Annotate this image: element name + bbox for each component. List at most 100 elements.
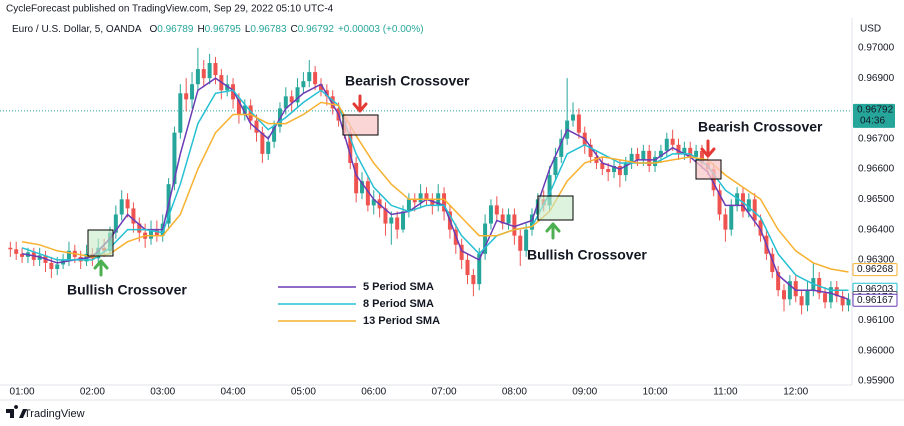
candle-body bbox=[717, 190, 722, 215]
x-tick-label: 11:00 bbox=[713, 387, 738, 398]
candle-body bbox=[553, 156, 558, 176]
y-tick-label: 0.96500 bbox=[858, 194, 895, 205]
candle-body bbox=[752, 199, 757, 221]
candle-body bbox=[8, 247, 13, 250]
candle-body bbox=[512, 214, 517, 236]
candle-body bbox=[576, 114, 581, 133]
candle-body bbox=[711, 169, 716, 191]
countdown: 04:36 bbox=[860, 116, 885, 127]
candle-body bbox=[770, 253, 775, 273]
candle-body bbox=[483, 223, 488, 254]
ohlc-value: 0.96792 bbox=[298, 24, 335, 35]
candle-body bbox=[799, 296, 804, 306]
candle-body bbox=[682, 147, 687, 154]
candle-body bbox=[442, 193, 447, 212]
candle-body bbox=[201, 69, 206, 79]
x-tick-label: 07:00 bbox=[432, 387, 457, 398]
candle-body bbox=[406, 199, 411, 212]
symbol-line: Euro / U.S. Dollar, 5, OANDA O0.96789 H0.9… bbox=[12, 24, 424, 35]
crossover-box bbox=[87, 229, 114, 257]
candle-body bbox=[488, 205, 493, 224]
arrow-up bbox=[545, 222, 561, 240]
candle-body bbox=[735, 193, 740, 206]
candle-body bbox=[172, 132, 177, 185]
price-label-box bbox=[852, 263, 898, 277]
x-tick-label: 02:00 bbox=[80, 387, 105, 398]
candle-body bbox=[617, 166, 622, 176]
candle-body bbox=[828, 287, 833, 303]
candle-body bbox=[395, 217, 400, 230]
candle-body bbox=[571, 114, 576, 121]
candle-body bbox=[805, 290, 810, 306]
x-tick-label: 06:00 bbox=[361, 387, 386, 398]
candle-body bbox=[793, 281, 798, 297]
annotation: Bullish Crossover bbox=[67, 282, 187, 298]
candle-body bbox=[236, 99, 241, 115]
candle-body bbox=[207, 63, 212, 79]
candle-body bbox=[184, 93, 189, 100]
candle-body bbox=[195, 69, 200, 85]
candle-body bbox=[635, 153, 640, 160]
candle-body bbox=[459, 244, 464, 260]
candle-body bbox=[782, 290, 787, 300]
price-label: 0.96203 bbox=[857, 284, 894, 295]
ohlc-value: 0.96783 bbox=[250, 24, 287, 35]
candle-body bbox=[688, 147, 693, 157]
candle-body bbox=[676, 144, 681, 154]
candle-body bbox=[653, 156, 658, 167]
candle-body bbox=[401, 211, 406, 230]
x-tick-label: 03:00 bbox=[150, 387, 175, 398]
candle-body bbox=[729, 205, 734, 230]
plot-area bbox=[0, 47, 852, 315]
candle-body bbox=[283, 96, 288, 109]
candle-body bbox=[254, 120, 259, 133]
candle-body bbox=[213, 63, 218, 76]
y-tick-label: 0.96900 bbox=[858, 73, 895, 84]
legend-label: 5 Period SMA bbox=[363, 281, 434, 293]
candle-body bbox=[518, 235, 523, 251]
price-label: 0.96268 bbox=[857, 264, 894, 275]
candle-body bbox=[840, 296, 845, 306]
candle-body bbox=[260, 132, 265, 154]
ohlc-change: +0.00003 (+0.00%) bbox=[338, 24, 424, 35]
candle-body bbox=[318, 84, 323, 91]
candle-body bbox=[647, 150, 652, 167]
x-tick-label: 10:00 bbox=[643, 387, 668, 398]
candle-body bbox=[137, 223, 142, 233]
ohlc-value: 0.96789 bbox=[157, 24, 194, 35]
annotation: Bullish Crossover bbox=[527, 247, 647, 263]
current-price-box bbox=[853, 103, 895, 128]
candle-body bbox=[600, 162, 605, 170]
current-price-label: 0.96792 bbox=[857, 105, 894, 116]
candle-body bbox=[295, 87, 300, 103]
y-tick-label: 0.96700 bbox=[858, 133, 895, 144]
arrow-down bbox=[700, 139, 716, 158]
candle-body bbox=[465, 259, 470, 276]
candle-body bbox=[119, 199, 124, 215]
candle-body bbox=[500, 214, 505, 224]
candle-body bbox=[506, 214, 511, 224]
candle-body bbox=[125, 199, 130, 209]
candle-body bbox=[178, 93, 183, 133]
candle-body bbox=[354, 162, 359, 194]
candle-body bbox=[424, 193, 429, 200]
x-tick-label: 12:00 bbox=[783, 387, 808, 398]
candle-body bbox=[664, 138, 669, 151]
candle-body bbox=[266, 141, 271, 154]
candle-body bbox=[524, 229, 529, 251]
y-tick-label: 0.95900 bbox=[858, 376, 895, 387]
arrow-up bbox=[93, 259, 109, 277]
candle-body bbox=[14, 249, 19, 254]
y-tick-label: 0.96300 bbox=[858, 255, 895, 266]
candle-body bbox=[113, 214, 118, 233]
x-tick-label: 08:00 bbox=[502, 387, 527, 398]
candle-body bbox=[746, 199, 751, 212]
candle-body bbox=[559, 138, 564, 157]
candle-body bbox=[154, 229, 159, 236]
candle-body bbox=[670, 138, 675, 145]
crossover-box bbox=[537, 195, 574, 221]
brand-logo bbox=[6, 405, 27, 418]
candle-body bbox=[307, 72, 312, 82]
ohlc-key: O bbox=[150, 24, 158, 35]
